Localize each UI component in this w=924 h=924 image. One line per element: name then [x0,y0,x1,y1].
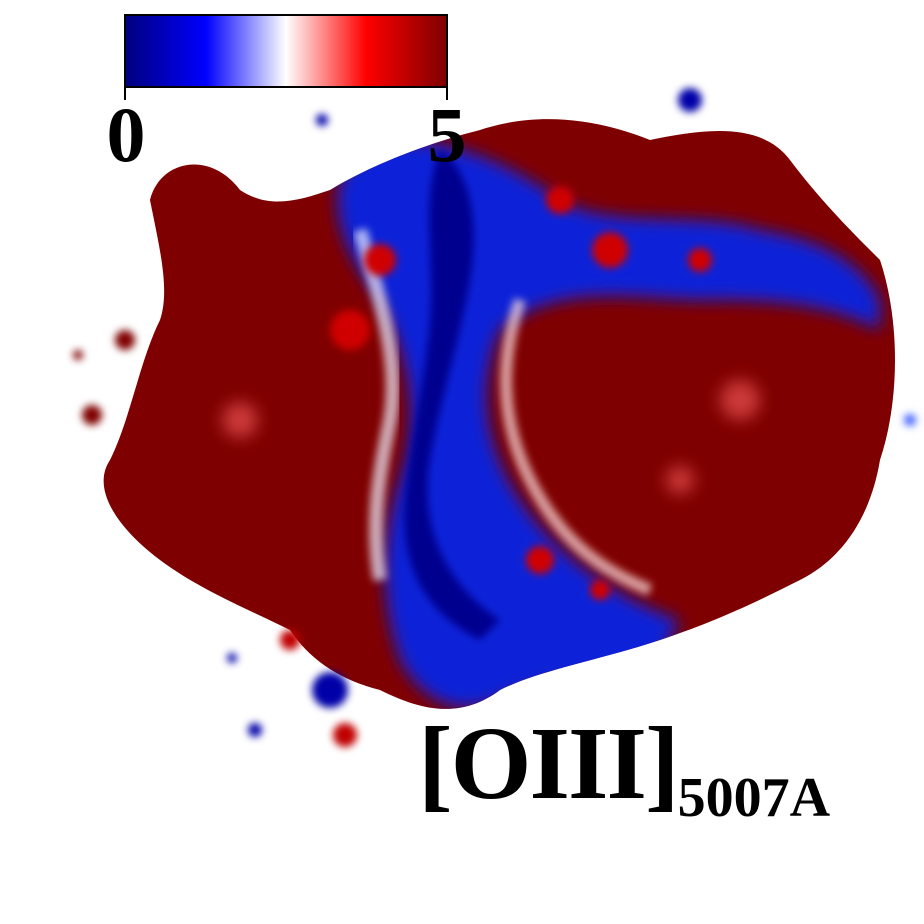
line-label-main: [OIII] [418,706,680,821]
line-label-sub: 5007A [677,767,831,829]
colorbar-min-label: 0 [106,91,146,178]
fringe-west [353,228,400,582]
colorbar [124,14,448,88]
colorbar-max-label: 5 [427,91,467,178]
speckles [330,186,712,600]
line-label: [OIII]5007A [418,712,830,827]
deep-blue-lane [404,150,500,640]
light-patches [222,380,760,494]
fringe-east [500,298,653,596]
colorbar-tick-min [124,88,126,100]
outlying-clumps [73,88,916,747]
colorbar-tick-max [446,88,448,100]
blue-lane [337,140,881,708]
